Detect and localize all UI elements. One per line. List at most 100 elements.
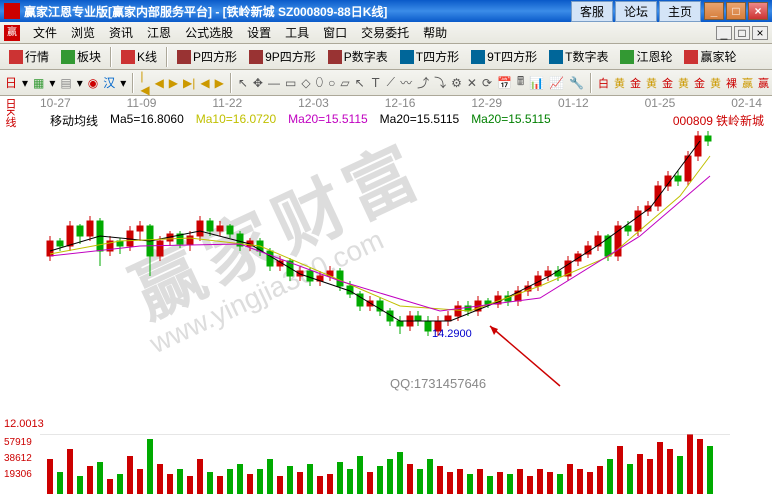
menu-资讯[interactable]: 资讯 (102, 22, 140, 43)
menu-窗口[interactable]: 窗口 (316, 22, 354, 43)
tbtn-行情[interactable]: 行情 (4, 45, 54, 68)
minimize-button[interactable]: _ (704, 2, 724, 20)
menu-设置[interactable]: 设置 (240, 22, 278, 43)
tool-10[interactable]: ⟋ (386, 74, 396, 92)
tbtn-赢家轮[interactable]: 赢家轮 (679, 45, 741, 68)
gold-6[interactable]: 金 (693, 74, 706, 92)
toolbar-icon (400, 50, 414, 64)
toolbar-icon (620, 50, 634, 64)
gold-0[interactable]: 白 (597, 74, 610, 92)
tool-14[interactable]: ⚙ (450, 74, 463, 92)
app-icon (4, 3, 20, 19)
tbtn-T四方形[interactable]: T四方形 (395, 45, 464, 68)
tool-3[interactable]: ▭ (284, 74, 297, 92)
price-low-label: 12.0013 (4, 418, 44, 430)
chart-area[interactable]: 赢家财富 www.yingjia360.com 日K线 10-2711-0911… (0, 96, 772, 500)
tool-7[interactable]: ▱ (339, 74, 350, 92)
tbtn-P四方形[interactable]: P四方形 (172, 45, 242, 68)
tab-luntan[interactable]: 论坛 (615, 1, 657, 22)
qq-contact: QQ:1731457646 (390, 376, 486, 391)
tool-left-8[interactable]: ▾ (119, 74, 127, 92)
gold-8[interactable]: 裸 (725, 74, 738, 92)
gold-1[interactable]: 黄 (613, 74, 626, 92)
menu-帮助[interactable]: 帮助 (416, 22, 454, 43)
menu-浏览[interactable]: 浏览 (64, 22, 102, 43)
toolbar-icon (61, 50, 75, 64)
tool-left-6[interactable]: ◉ (87, 74, 99, 92)
gold-2[interactable]: 金 (629, 74, 642, 92)
titlebar: 赢家江恩专业版[赢家内部服务平台] - [铁岭新城 SZ000809-88日K线… (0, 0, 772, 22)
gold-3[interactable]: 黄 (645, 74, 658, 92)
toolbar-icon (471, 50, 485, 64)
nav-3[interactable]: ▶| (182, 74, 196, 92)
tool-12[interactable]: ⤴ (416, 74, 430, 92)
tbtn-板块[interactable]: 板块 (56, 45, 106, 68)
tbtn-P数字表[interactable]: P数字表 (323, 45, 393, 68)
mdi-close[interactable]: × (752, 26, 768, 40)
toolbar-icon (177, 50, 191, 64)
tool-17[interactable]: 📅 (496, 74, 513, 92)
tbtn-T数字表[interactable]: T数字表 (544, 45, 613, 68)
price-annotation: 14.2900 (432, 328, 472, 340)
tbtn-江恩轮[interactable]: 江恩轮 (615, 45, 677, 68)
tool-4[interactable]: ◇ (300, 74, 311, 92)
gold-7[interactable]: 黄 (709, 74, 722, 92)
tab-zhuye[interactable]: 主页 (659, 1, 701, 22)
tool-left-2[interactable]: ▦ (32, 74, 45, 92)
menu-江恩[interactable]: 江恩 (140, 22, 178, 43)
nav-4[interactable]: ◀ (199, 74, 210, 92)
tool-6[interactable]: ○ (327, 74, 336, 92)
vol-label-3: 19306 (4, 469, 32, 480)
gold-5[interactable]: 黄 (677, 74, 690, 92)
tool-11[interactable]: 〰 (399, 74, 413, 92)
tab-kefu[interactable]: 客服 (571, 1, 613, 22)
chart-type-label: 日K线 (2, 98, 18, 127)
menu-文件[interactable]: 文件 (26, 22, 64, 43)
tool-21[interactable]: 🔧 (568, 74, 585, 92)
tbtn-9P四方形[interactable]: 9P四方形 (244, 45, 321, 68)
tbtn-9T四方形[interactable]: 9T四方形 (466, 45, 542, 68)
vol-label-2: 38612 (4, 453, 32, 464)
tool-left-3[interactable]: ▾ (48, 74, 56, 92)
maximize-button[interactable]: □ (726, 2, 746, 20)
tool-20[interactable]: 📈 (548, 74, 565, 92)
close-button[interactable]: × (748, 2, 768, 20)
tool-16[interactable]: ⟳ (481, 74, 493, 92)
nav-1[interactable]: ◀ (154, 74, 165, 92)
tool-0[interactable]: ↖ (237, 74, 249, 92)
tool-left-4[interactable]: ▤ (59, 74, 72, 92)
toolbar-tools: 日▾▦▾▤▾◉汉▾|◀◀▶▶|◀▶↖✥―▭◇⬯○▱↖Ｔ⟋〰⤴⤵⚙✕⟳📅🖩📊📈🔧白… (0, 70, 772, 96)
tool-left-1[interactable]: ▾ (21, 74, 29, 92)
tool-2[interactable]: ― (267, 74, 281, 92)
tool-1[interactable]: ✥ (252, 74, 264, 92)
tool-9[interactable]: Ｔ (369, 74, 383, 92)
menubar: 赢 文件浏览资讯江恩公式选股设置工具窗口交易委托帮助 _ □ × (0, 22, 772, 44)
tool-left-5[interactable]: ▾ (76, 74, 84, 92)
gold-9[interactable]: 赢 (741, 74, 754, 92)
mdi-min[interactable]: _ (716, 26, 732, 40)
nav-0[interactable]: |◀ (139, 74, 150, 92)
tool-15[interactable]: ✕ (466, 74, 478, 92)
toolbar-icon (121, 50, 135, 64)
tool-8[interactable]: ↖ (354, 74, 366, 92)
menu-工具[interactable]: 工具 (278, 22, 316, 43)
mdi-max[interactable]: □ (734, 26, 750, 40)
tool-5[interactable]: ⬯ (315, 74, 325, 92)
candlestick-chart[interactable] (40, 126, 730, 416)
tool-18[interactable]: 🖩 (516, 74, 525, 92)
gold-10[interactable]: 赢 (757, 74, 770, 92)
tool-13[interactable]: ⤵ (433, 74, 447, 92)
tool-left-7[interactable]: 汉 (102, 74, 116, 92)
date-axis: 10-2711-0911-2212-0312-1612-2901-1201-25… (40, 96, 762, 110)
menu-logo: 赢 (4, 25, 20, 41)
nav-5[interactable]: ▶ (214, 74, 225, 92)
toolbar-icon (549, 50, 563, 64)
menu-交易委托[interactable]: 交易委托 (354, 22, 416, 43)
menu-公式选股[interactable]: 公式选股 (178, 22, 240, 43)
tool-19[interactable]: 📊 (528, 74, 545, 92)
tool-left-0[interactable]: 日 (4, 74, 18, 92)
gold-4[interactable]: 金 (661, 74, 674, 92)
volume-chart[interactable] (40, 434, 730, 494)
tbtn-K线[interactable]: K线 (116, 45, 162, 68)
nav-2[interactable]: ▶ (168, 74, 179, 92)
